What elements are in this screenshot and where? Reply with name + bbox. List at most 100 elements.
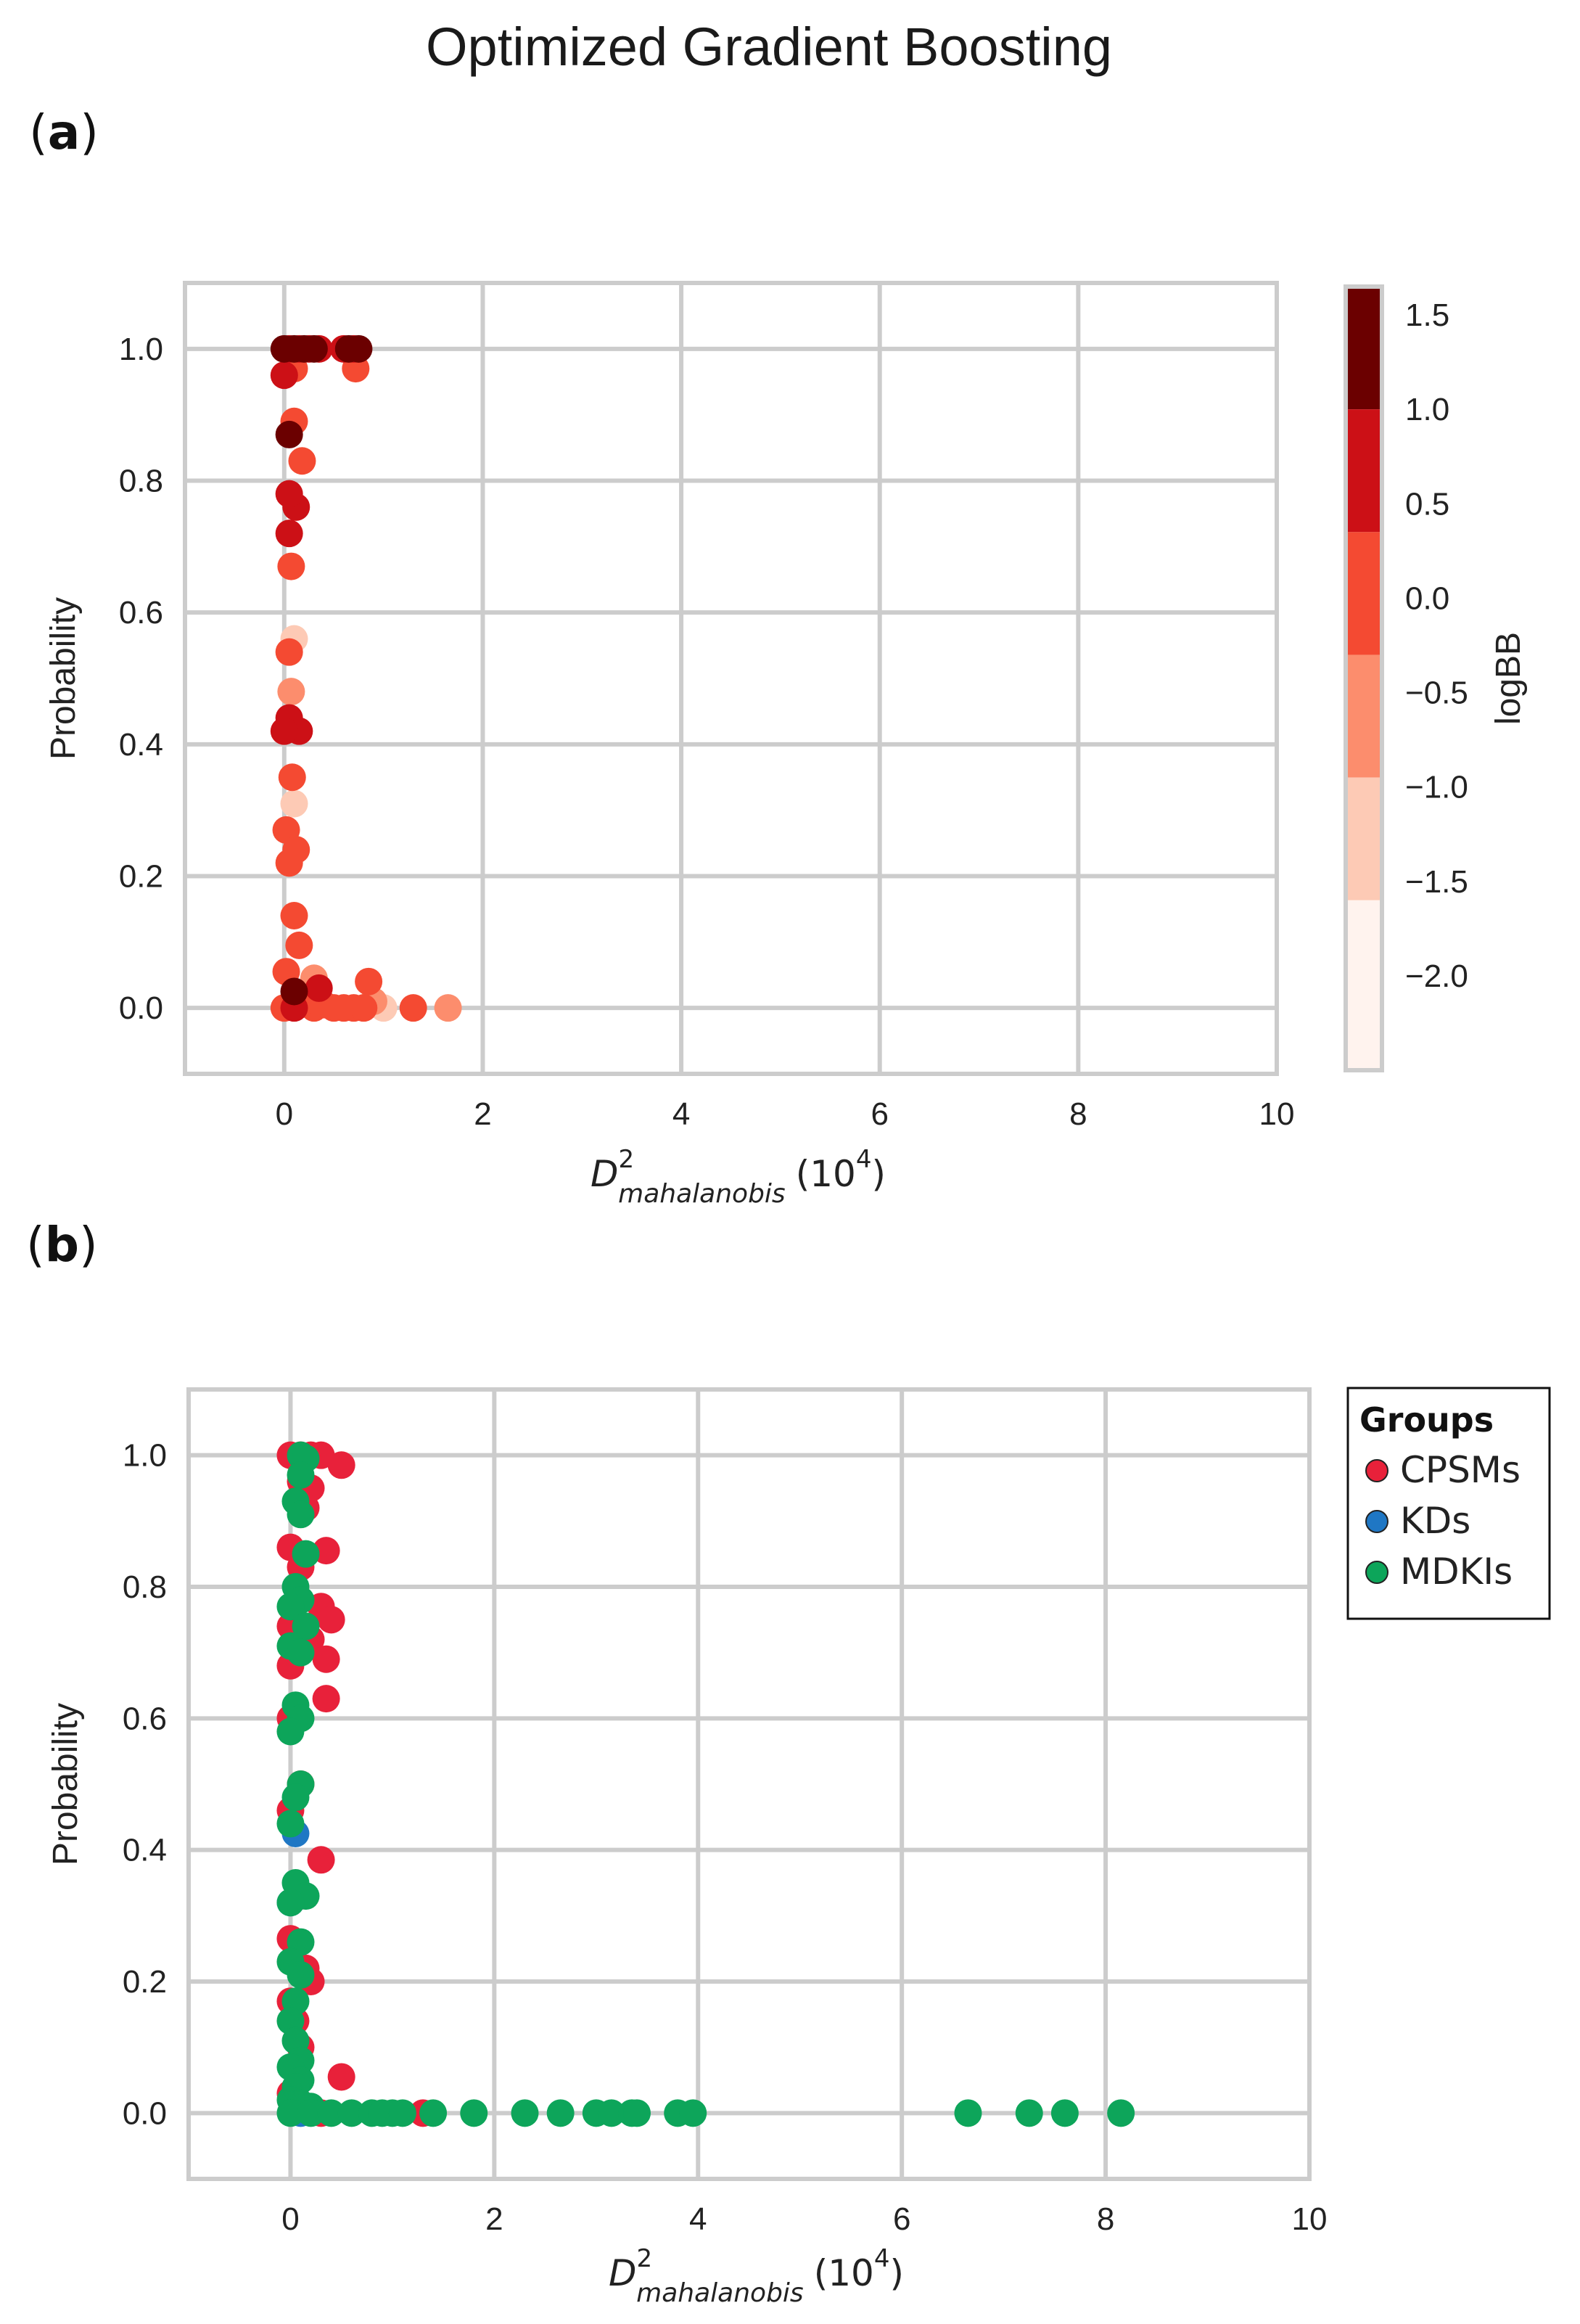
colorbar-segment bbox=[1346, 900, 1382, 1070]
scatter-point bbox=[280, 977, 308, 1006]
scatter-point bbox=[434, 994, 462, 1022]
x-tick-label: 2 bbox=[474, 1096, 491, 1132]
scatter-point-mdkis bbox=[511, 2099, 539, 2127]
y-tick-label: 0.8 bbox=[119, 464, 163, 499]
y-tick-label: 0.6 bbox=[119, 595, 163, 631]
scatter-point-cpsms bbox=[312, 1685, 340, 1713]
scatter-point bbox=[285, 931, 313, 959]
scatter-point-mdkis bbox=[281, 1783, 310, 1812]
colorbar-label: logBB bbox=[1489, 632, 1528, 725]
legend-label-kds: KDs bbox=[1400, 1500, 1470, 1542]
scatter-point-mdkis bbox=[623, 2099, 651, 2127]
scatter-point bbox=[275, 420, 303, 448]
colorbar-segment bbox=[1346, 654, 1382, 778]
scatter-point-mdkis bbox=[287, 1638, 315, 1667]
scatter-point-mdkis bbox=[337, 2099, 366, 2127]
panel-a-colorbar: 1.5 1.0 0.5 0.0 −0.5 −1.0 −1.5 −2.0 bbox=[1344, 284, 1468, 1072]
panel-b-y-axis-label: Probability bbox=[46, 1703, 85, 1865]
y-tick-label: 1.0 bbox=[123, 1438, 167, 1474]
scatter-point bbox=[277, 678, 305, 706]
panel-a-plot-frame bbox=[183, 281, 1279, 1076]
y-tick-label: 1.0 bbox=[119, 332, 163, 367]
y-tick-label: 0.2 bbox=[123, 1964, 167, 2000]
panel-a-x-axis-sup: 2 bbox=[619, 1145, 635, 1174]
legend-entries: CPSMs KDs MDKIs bbox=[1365, 1449, 1521, 1593]
scatter-point bbox=[355, 967, 383, 995]
colorbar-segment bbox=[1346, 409, 1382, 533]
legend-marker-kds bbox=[1365, 1510, 1388, 1533]
panel-a-x-axis-unit: (10 bbox=[796, 1153, 856, 1195]
scatter-point-mdkis bbox=[679, 2099, 707, 2127]
colorbar-tick-label: −2.0 bbox=[1405, 958, 1468, 994]
scatter-point bbox=[275, 480, 303, 508]
colorbar-frame bbox=[1344, 284, 1384, 1072]
legend-marker-mdkis bbox=[1365, 1561, 1388, 1584]
scatter-point bbox=[275, 638, 303, 666]
y-tick-label: 0.6 bbox=[123, 1701, 167, 1736]
scatter-point-mdkis bbox=[287, 1500, 315, 1529]
panel-b-x-axis-main: D bbox=[609, 2252, 637, 2294]
scatter-point-mdkis bbox=[388, 2099, 416, 2127]
panel-b-tick-labels: 0 2 4 6 8 10 0.0 0.2 0.4 0.6 0.8 1.0 bbox=[123, 1438, 1328, 2237]
scatter-point bbox=[280, 789, 308, 818]
x-tick-label: 4 bbox=[689, 2201, 707, 2237]
colorbar-tick-label: −0.5 bbox=[1405, 676, 1468, 711]
scatter-point bbox=[282, 836, 310, 864]
scatter-point-mdkis bbox=[1015, 2099, 1043, 2127]
x-tick-label: 6 bbox=[893, 2201, 910, 2237]
panel-a-x-axis-unit-close: ) bbox=[871, 1153, 886, 1195]
panel-b-plot-frame bbox=[186, 1387, 1312, 2181]
panel-b-x-axis-sub: mahalanobis bbox=[636, 2278, 804, 2308]
scatter-point-cpsms bbox=[307, 1846, 335, 1874]
scatter-point bbox=[278, 763, 306, 792]
y-tick-label: 0.4 bbox=[123, 1833, 167, 1868]
x-tick-label: 6 bbox=[871, 1096, 888, 1132]
panel-a-x-axis-main: D bbox=[591, 1153, 619, 1195]
scatter-point bbox=[280, 902, 308, 929]
scatter-point-mdkis bbox=[597, 2099, 625, 2127]
scatter-point bbox=[300, 334, 328, 363]
scatter-point bbox=[288, 447, 316, 475]
x-tick-label: 8 bbox=[1097, 2201, 1114, 2237]
y-tick-label: 0.8 bbox=[123, 1569, 167, 1605]
x-tick-label: 10 bbox=[1259, 1096, 1295, 1132]
colorbar-segment bbox=[1346, 287, 1382, 410]
panel-a-points bbox=[270, 334, 462, 1022]
panel-a-x-axis-label: D2 mahalanobis (104) bbox=[591, 1145, 886, 1209]
panel-a-grid bbox=[185, 283, 1279, 1074]
x-tick-label: 8 bbox=[1069, 1096, 1087, 1132]
scatter-point-mdkis bbox=[419, 2099, 448, 2127]
panel-a-x-axis-unit-sup: 4 bbox=[856, 1145, 872, 1174]
y-tick-label: 0.4 bbox=[119, 727, 163, 763]
scatter-point-mdkis bbox=[276, 1889, 305, 1917]
colorbar-tick-label: 1.5 bbox=[1405, 297, 1449, 333]
scatter-point-mdkis bbox=[287, 1461, 315, 1489]
panel-b-points bbox=[276, 1441, 1135, 2127]
scatter-point bbox=[277, 552, 305, 580]
panel-a-y-axis-label: Probability bbox=[44, 597, 83, 760]
scatter-point-mdkis bbox=[297, 2099, 325, 2127]
panel-b-x-axis-unit: (10 bbox=[814, 2252, 874, 2294]
scatter-point-mdkis bbox=[287, 1960, 315, 1989]
panel-b-x-axis-label: D2 mahalanobis (104) bbox=[609, 2244, 904, 2308]
panel-b-letter: b bbox=[45, 1217, 79, 1273]
scatter-point bbox=[270, 717, 298, 745]
scatter-point-cpsms bbox=[312, 1537, 340, 1565]
scatter-point-cpsms bbox=[327, 2063, 355, 2091]
legend-label-mdkis: MDKIs bbox=[1400, 1551, 1513, 1593]
legend-title: Groups bbox=[1359, 1400, 1494, 1440]
panel-a-letter: a bbox=[48, 104, 81, 160]
scatter-point-mdkis bbox=[292, 1540, 320, 1568]
scatter-point-mdkis bbox=[276, 1593, 305, 1621]
panel-a-label: (a) bbox=[29, 104, 99, 160]
colorbar-segment bbox=[1346, 532, 1382, 655]
scatter-point-mdkis bbox=[1107, 2099, 1135, 2127]
colorbar-segment bbox=[1346, 777, 1382, 900]
figure-title: Optimized Gradient Boosting bbox=[426, 17, 1112, 77]
scatter-point-cpsms bbox=[312, 1645, 340, 1673]
x-tick-label: 2 bbox=[485, 2201, 503, 2237]
panel-b-x-axis-sup: 2 bbox=[637, 2244, 653, 2273]
scatter-point-mdkis bbox=[460, 2099, 488, 2127]
scatter-point-mdkis bbox=[1050, 2099, 1079, 2127]
